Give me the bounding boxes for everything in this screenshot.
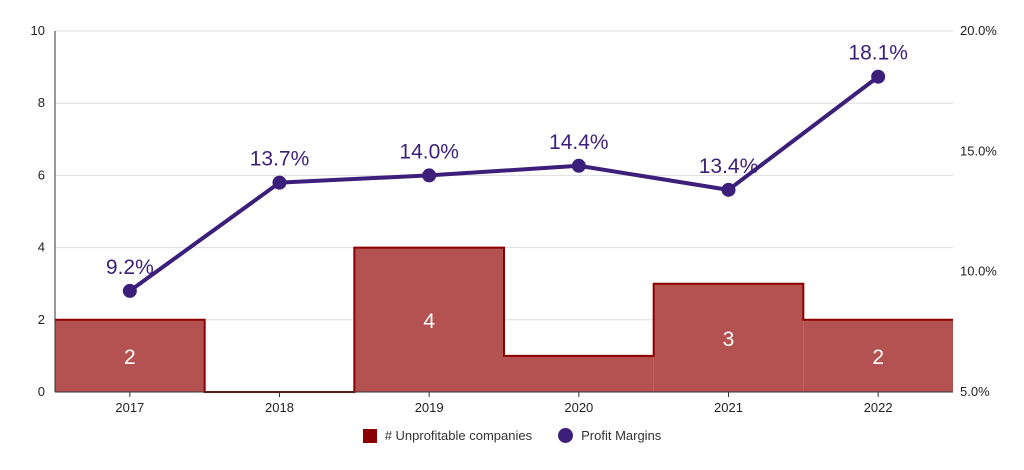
y-left-tick-label: 10 — [31, 23, 45, 38]
profit-margin-label-2019: 14.0% — [399, 140, 459, 163]
x-tick-label-2021: 2021 — [714, 400, 743, 415]
y-right-tick-label: 15.0% — [960, 143, 997, 158]
y-left-tick-label: 8 — [38, 95, 45, 110]
combo-chart: 0 2 4 6 8 10 5.0% 10.0% 15.0% 20.0% 2017 2018 2019 20… — [31, 23, 998, 415]
y-left-tick-label: 4 — [38, 240, 45, 255]
profit-margin-label-2017: 9.2% — [106, 256, 154, 279]
legend: # Unprofitable companies Profit Margins — [0, 428, 1024, 443]
profit-margin-point-2019[interactable] — [422, 168, 437, 183]
profit-margin-label-2022: 18.1% — [848, 42, 908, 65]
legend-swatch-profit-margins — [558, 428, 574, 443]
bar-data-label-2017: 2 — [124, 346, 136, 369]
y-left-tick-label: 2 — [38, 312, 45, 327]
bar-2020 — [504, 355, 654, 392]
legend-swatch-unprofitable — [362, 428, 377, 443]
y-right-tick-label: 5.0% — [960, 384, 990, 399]
legend-item-profit-margins[interactable]: Profit Margins — [558, 428, 661, 443]
bar-2017 — [55, 319, 205, 392]
data-labels: 2 4 3 2 9.2% 13.7% 14.0% 14.4% 13.4% 18.1% — [106, 42, 908, 369]
profit-margin-point-2020[interactable] — [571, 158, 586, 173]
unprofitable-companies-series — [55, 246, 953, 393]
profit-margin-point-2021[interactable] — [721, 182, 736, 197]
x-tick-label-2018: 2018 — [265, 400, 294, 415]
x-tick-label-2017: 2017 — [115, 400, 144, 415]
axes: 0 2 4 6 8 10 5.0% 10.0% 15.0% 20.0% 2017 2018 2019 20… — [31, 23, 998, 415]
profit-margin-label-2020: 14.4% — [549, 131, 609, 154]
bar-step-outline — [55, 246, 953, 393]
y-right-tick-label: 20.0% — [960, 23, 997, 38]
bar-data-label-2021: 3 — [723, 328, 735, 351]
profit-margin-point-2018[interactable] — [272, 175, 287, 190]
bar-data-label-2019: 4 — [423, 310, 435, 333]
legend-label-profit-margins: Profit Margins — [581, 428, 662, 443]
x-tick-label-2020: 2020 — [564, 400, 593, 415]
profit-margins-line — [128, 75, 880, 293]
profit-margin-point-2022[interactable] — [871, 69, 886, 84]
x-tick-label-2022: 2022 — [864, 400, 893, 415]
y-left-tick-label: 6 — [38, 167, 45, 182]
bar-2022 — [803, 319, 953, 392]
profit-margins-series — [122, 69, 886, 298]
profit-margin-label-2021: 13.4% — [699, 155, 759, 178]
y-left-tick-label: 0 — [38, 384, 45, 399]
y-right-tick-label: 10.0% — [960, 264, 997, 279]
bar-2019 — [354, 247, 504, 392]
profit-margin-point-2017[interactable] — [122, 283, 137, 298]
bar-2021 — [653, 283, 804, 392]
profit-margin-label-2018: 13.7% — [250, 148, 310, 171]
x-tick-label-2019: 2019 — [415, 400, 444, 415]
legend-label-unprofitable: # Unprofitable companies — [384, 428, 533, 443]
bar-data-label-2022: 2 — [872, 346, 884, 369]
legend-item-unprofitable[interactable]: # Unprofitable companies — [362, 428, 533, 443]
